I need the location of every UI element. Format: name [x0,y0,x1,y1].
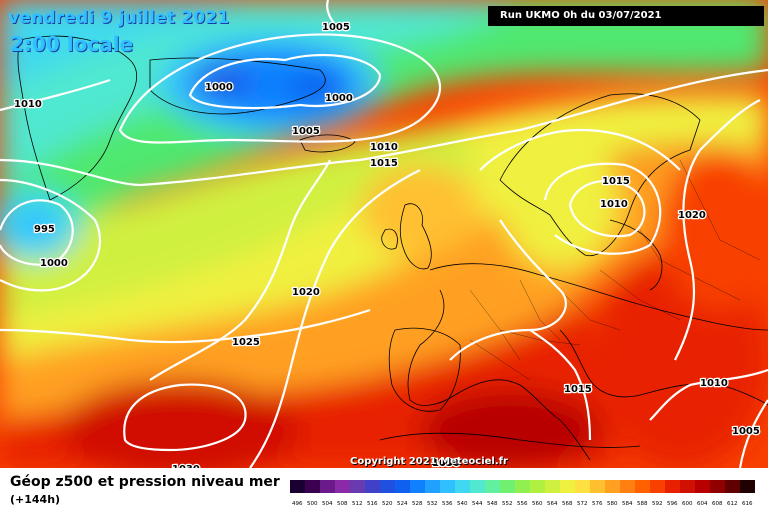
forecast-lead-time: (+144h) [10,493,61,506]
isobar-label: 995 [34,224,55,235]
isobar-label: 1025 [232,337,260,348]
legend-tick-label: 600 [682,501,693,507]
legend-tick-label: 520 [382,501,393,507]
legend-swatch [485,480,500,493]
isobar-label: 1005 [732,426,760,437]
isobar-label: 1010 [14,99,42,110]
legend-swatch [320,480,335,493]
legend-swatch [500,480,515,493]
legend-swatch [635,480,650,493]
legend-swatch [380,480,395,493]
legend-tick-label: 552 [502,501,513,507]
legend-tick-label: 592 [652,501,663,507]
legend-tick-label: 504 [322,501,333,507]
isobar-label: 1010 [600,199,628,210]
legend-tick-label: 608 [712,501,723,507]
model-run-label: Run UKMO 0h du 03/07/2021 [488,6,764,26]
legend-swatch [575,480,590,493]
legend-swatch [335,480,350,493]
map-title: Géop z500 et pression niveau mer [10,474,280,490]
legend-swatch [605,480,620,493]
legend-tick-label: 536 [442,501,453,507]
isobar-label: 1020 [292,287,320,298]
isobar-label: 1020 [678,210,706,221]
legend-swatch [290,480,305,493]
legend-tick-label: 604 [697,501,708,507]
isobar-label: 1005 [322,22,350,33]
isobar-label: 1030 [432,458,460,468]
legend-tick-label: 516 [367,501,378,507]
legend-swatch [305,480,320,493]
isobar-label: 1030 [172,464,200,468]
legend-tick-label: 540 [457,501,468,507]
legend-swatch [350,480,365,493]
legend-swatch [365,480,380,493]
color-field [0,0,768,468]
legend-tick-label: 496 [292,501,303,507]
legend-swatch [545,480,560,493]
legend-swatch [440,480,455,493]
legend-tick-label: 584 [622,501,633,507]
legend-swatch [740,480,755,493]
legend-swatch [620,480,635,493]
legend-tick-label: 572 [577,501,588,507]
legend-swatch [590,480,605,493]
isobar-labels: 1005 1000 1000 1010 1005 1010 1015 995 1… [13,21,761,468]
legend-swatch [710,480,725,493]
legend-swatch [425,480,440,493]
legend-swatch [455,480,470,493]
legend-tick-label: 596 [667,501,678,507]
copyright-text: Copyright 2021 Meteociel.fr [350,456,508,467]
legend-tick-label: 508 [337,501,348,507]
isobar-label: 1010 [700,378,728,389]
legend-tick-label: 556 [517,501,528,507]
isobar-label: 1010 [370,142,398,153]
legend-swatch [530,480,545,493]
legend-tick-label: 616 [742,501,753,507]
legend-tick-label: 544 [472,501,483,507]
isobar-label: 1000 [325,93,353,104]
legend-tick-label: 548 [487,501,498,507]
legend-swatch [680,480,695,493]
legend-swatch [665,480,680,493]
coastlines [17,35,768,461]
legend-swatch [695,480,710,493]
legend-swatch [560,480,575,493]
isobar-label: 1015 [564,384,592,395]
geopotential-map: 1005 1000 1000 1010 1005 1010 1015 995 1… [0,0,768,468]
forecast-date: vendredi 9 juillet 2021 [8,8,230,28]
legend-swatch [470,480,485,493]
legend-swatch [410,480,425,493]
legend-tick-label: 576 [592,501,603,507]
legend-tick-label: 560 [532,501,543,507]
legend-tick-label: 524 [397,501,408,507]
isobar-label: 1015 [370,158,398,169]
legend-swatch [650,480,665,493]
legend-tick-label: 564 [547,501,558,507]
legend-swatch [515,480,530,493]
legend-tick-label: 568 [562,501,573,507]
legend-tick-label: 532 [427,501,438,507]
isobar-label: 1000 [40,258,68,269]
isobar-label: 1005 [292,126,320,137]
legend-tick-label: 612 [727,501,738,507]
isobar-label: 1000 [205,82,233,93]
legend-tick-label: 500 [307,501,318,507]
isobars [0,0,768,468]
legend-tick-label: 588 [637,501,648,507]
legend-tick-label: 512 [352,501,363,507]
legend-swatch [725,480,740,493]
legend-swatch [395,480,410,493]
color-scale-legend: 496 500 504 508 512 516 520 524 528 532 536 540 544 5… [290,480,755,507]
forecast-time: 2:00 locale [10,32,134,56]
isobar-label: 1015 [602,176,630,187]
legend-tick-label: 528 [412,501,423,507]
legend-tick-label: 580 [607,501,618,507]
